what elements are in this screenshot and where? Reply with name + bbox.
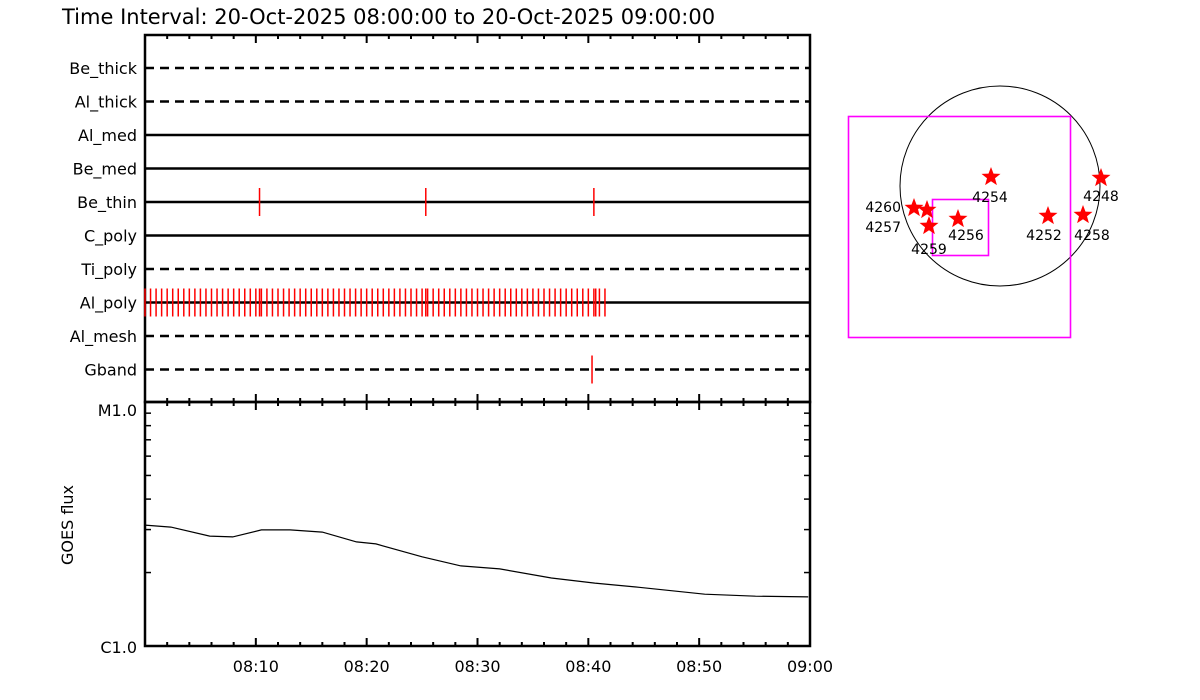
ytick-label-top: M1.0	[98, 401, 137, 420]
goes-ylabel: GOES flux	[58, 485, 77, 565]
region-label: 4256	[948, 228, 984, 244]
xtick-label: 09:00	[787, 657, 833, 676]
goes-flux-panel: GOES flux M1.0 C1.0 08:10 08:20 08:30 08:40…	[58, 400, 833, 676]
region-star-marker	[1091, 168, 1111, 187]
row-label: Al_thick	[75, 93, 138, 113]
timeline-frame	[143, 33, 812, 404]
region-star-marker	[904, 198, 924, 217]
region-star-marker	[981, 167, 1001, 186]
goes-frame	[143, 400, 812, 648]
region-star-marker	[948, 209, 968, 228]
region-label: 4257	[865, 220, 901, 236]
xtick-label: 08:40	[565, 657, 611, 676]
xtick-label: 08:10	[233, 657, 279, 676]
row-label: Gband	[84, 361, 137, 380]
fov-box-large	[847, 115, 1072, 339]
row-label: Al_med	[78, 126, 137, 146]
region-star-marker	[919, 216, 939, 235]
row-label: Ti_poly	[80, 260, 137, 280]
xtick-label: 08:30	[454, 657, 500, 676]
region-label: 4254	[972, 190, 1008, 206]
region-label: 4252	[1026, 228, 1062, 244]
region-star-marker	[1073, 205, 1093, 224]
xtick-label: 08:20	[344, 657, 390, 676]
row-label: Be_med	[73, 160, 137, 180]
region-label: 4260	[865, 200, 901, 216]
chart-title: Time Interval: 20-Oct-2025 08:00:00 to 2…	[61, 5, 715, 29]
sun-map-panel: 4254 4248 4252 4258 4256 4260 4257 4259	[847, 85, 1119, 339]
xtick-label: 08:50	[676, 657, 722, 676]
row-label: Al_poly	[80, 294, 137, 314]
region-star-marker	[917, 200, 937, 219]
filter-timeline-panel: Be_thick Al_thick Al_med Be_med Be_thin C_pol…	[69, 33, 812, 646]
region-star-marker	[1038, 206, 1058, 225]
row-label: Be_thin	[77, 193, 137, 213]
row-label: Be_thick	[69, 59, 137, 79]
row-label: Al_mesh	[70, 327, 137, 347]
ytick-label-bottom: C1.0	[100, 638, 137, 657]
goes-flux-line	[144, 524, 809, 598]
region-label: 4248	[1083, 189, 1119, 205]
region-label: 4258	[1074, 228, 1110, 244]
region-label: 4259	[911, 242, 947, 258]
row-label: C_poly	[84, 227, 137, 247]
solar-limb	[899, 85, 1101, 287]
